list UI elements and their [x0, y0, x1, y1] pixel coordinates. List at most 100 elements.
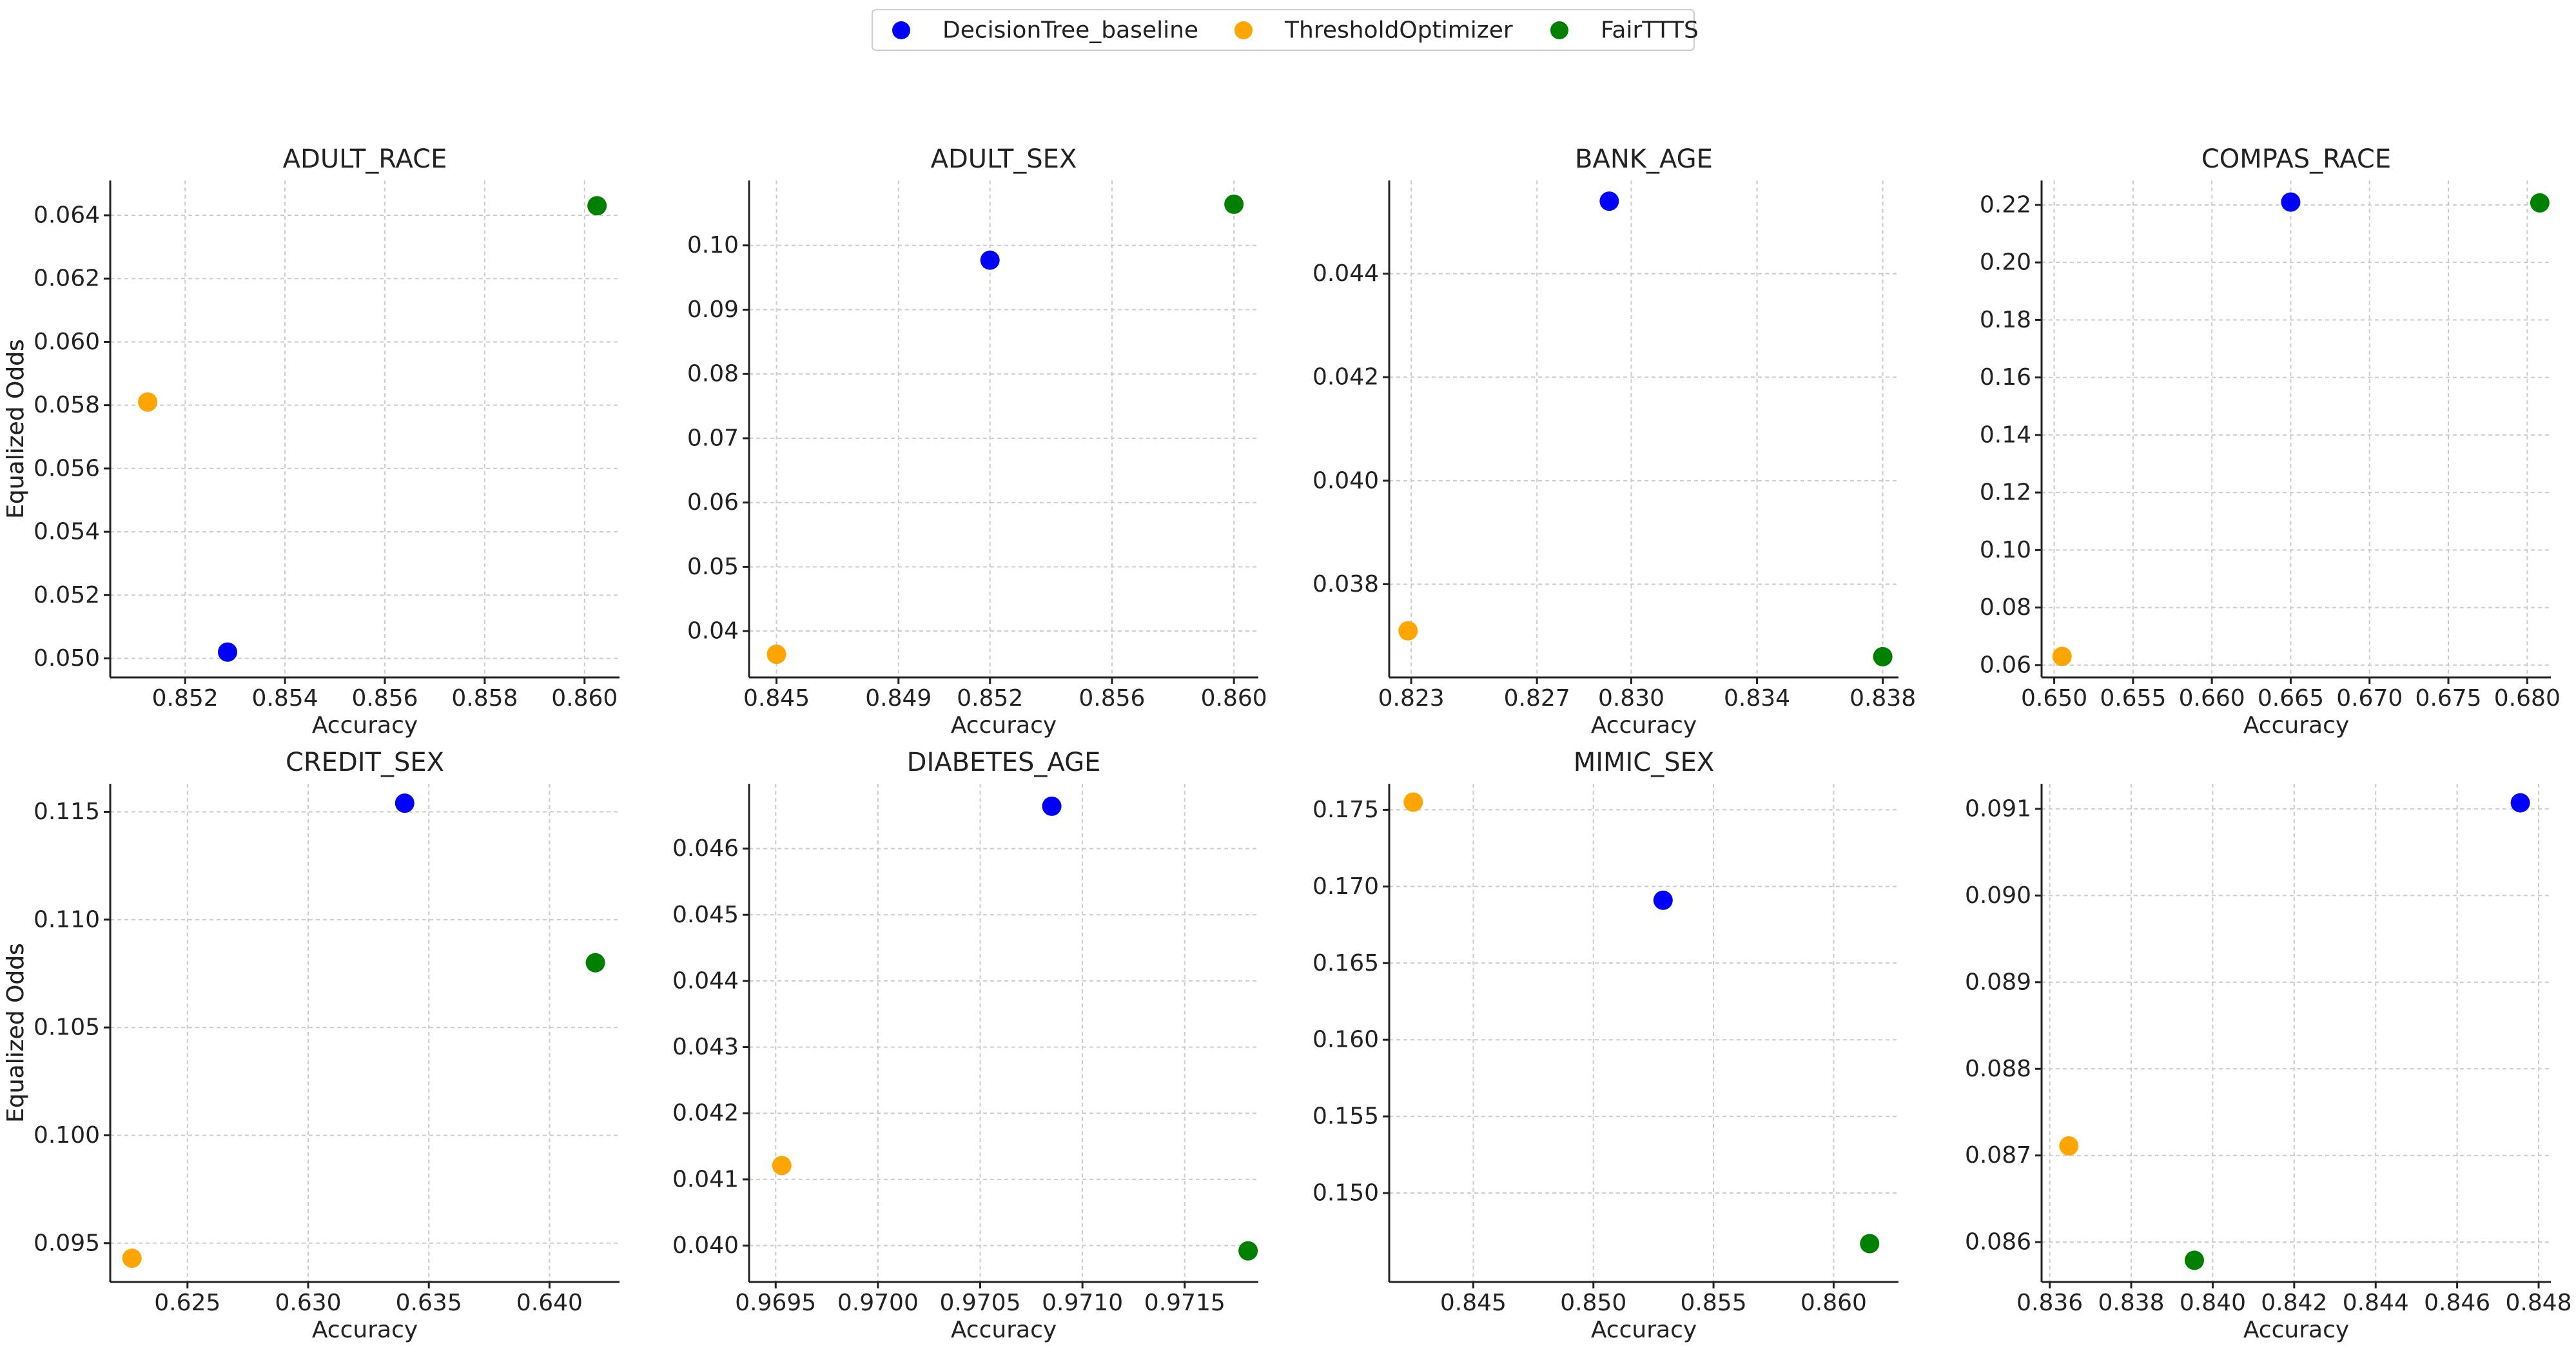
y-tick-label: 0.090	[1965, 882, 2031, 909]
x-tick-label: 0.858	[451, 685, 518, 712]
panel-title: ADULT_RACE	[283, 144, 447, 174]
panel-title: COMPAS_RACE	[2201, 144, 2391, 174]
y-tick-label: 0.062	[34, 266, 100, 292]
y-tick-label: 0.056	[34, 455, 100, 481]
panel-6: 0.9695 0.9700 0.9705 0.9710 0.9715 0.040 0.041…	[3, 748, 1258, 1343]
x-tick-label: 0.840	[2180, 1290, 2246, 1316]
panel-2: 0.845 0.849 0.852 0.856 0.860 0.04 0.05 0.06 0.0…	[3, 144, 1267, 739]
x-tick-label: 0.838	[1849, 685, 1916, 712]
x-tick-label: 0.844	[2343, 1290, 2409, 1316]
y-tick-label: 0.22	[1980, 191, 2031, 218]
x-tick-label: 0.655	[2100, 685, 2166, 712]
y-tick-label: 0.089	[1965, 969, 2031, 995]
y-axis-label: Equalized Odds	[3, 339, 29, 519]
y-axis-label: Equalized Odds	[3, 943, 29, 1123]
legend-marker-fairttts	[1550, 21, 1568, 39]
x-tick-label: 0.860	[551, 685, 618, 712]
y-tick-label: 0.050	[34, 645, 100, 672]
y-tick-label: 0.060	[34, 329, 100, 355]
x-tick-label: 0.860	[1201, 685, 1267, 712]
y-tick-label: 0.086	[1965, 1229, 2031, 1256]
y-axis-label: Equalized Odds	[3, 339, 29, 519]
y-tick-label: 0.165	[1312, 950, 1379, 976]
x-tick-label: 0.9715	[1144, 1290, 1225, 1316]
y-tick-label: 0.18	[1980, 307, 2031, 333]
point-decisiontree-baseline	[2510, 793, 2530, 813]
x-axis-label: Accuracy	[312, 1317, 418, 1343]
y-tick-label: 0.042	[1312, 364, 1379, 391]
x-tick-label: 0.630	[275, 1290, 341, 1316]
point-thresholdoptimizer	[138, 392, 158, 412]
y-tick-label: 0.088	[1965, 1056, 2031, 1082]
y-tick-label: 0.09	[687, 296, 739, 323]
point-fairttts	[1873, 646, 1893, 666]
y-tick-label: 0.160	[1312, 1027, 1379, 1053]
panel-5: 0.625 0.630 0.635 0.640 0.095 0.100 0.105 0.110…	[3, 748, 620, 1343]
y-tick-label: 0.16	[1980, 364, 2031, 391]
x-tick-label: 0.830	[1598, 685, 1664, 712]
y-tick-label: 0.054	[34, 519, 100, 545]
y-tick-label: 0.14	[1980, 422, 2031, 448]
point-decisiontree-baseline	[395, 793, 415, 813]
y-tick-label: 0.044	[1312, 260, 1379, 287]
panel-title: CREDIT_SEX	[286, 748, 444, 777]
y-tick-label: 0.058	[34, 392, 100, 418]
legend-marker-decisiontree-baseline	[892, 21, 910, 39]
y-tick-label: 0.06	[1980, 652, 2031, 678]
y-tick-label: 0.043	[672, 1034, 739, 1060]
panel-4: 0.650 0.655 0.660 0.665 0.670 0.675 0.6800.060…	[3, 144, 2561, 739]
point-fairttts	[1238, 1241, 1258, 1261]
x-axis-label: Accuracy	[2243, 712, 2349, 739]
x-tick-label: 0.675	[2415, 685, 2481, 712]
y-tick-label: 0.040	[672, 1232, 739, 1259]
panels: 0.852 0.854 0.856 0.858 0.860 0.050 0.052 0.054…	[3, 144, 2572, 1343]
y-tick-label: 0.20	[1980, 249, 2031, 276]
x-tick-label: 0.650	[2021, 685, 2087, 712]
x-tick-label: 0.660	[2179, 685, 2245, 712]
y-tick-label: 0.10	[1980, 537, 2031, 563]
legend: DecisionTree_baseline ThresholdOptimizer F…	[872, 9, 1699, 51]
y-tick-label: 0.095	[34, 1230, 100, 1256]
x-tick-label: 0.836	[2016, 1290, 2083, 1316]
y-tick-label: 0.175	[1312, 797, 1379, 823]
y-tick-label: 0.046	[672, 835, 739, 862]
x-tick-label: 0.846	[2424, 1290, 2490, 1316]
legend-label-decisiontree-baseline: DecisionTree_baseline	[942, 17, 1198, 44]
x-tick-label: 0.842	[2261, 1290, 2327, 1316]
x-tick-label: 0.625	[154, 1290, 220, 1316]
x-tick-label: 0.855	[1681, 1290, 1747, 1316]
y-tick-label: 0.10	[687, 232, 739, 258]
y-tick-label: 0.170	[1312, 873, 1379, 900]
legend-frame	[872, 9, 1695, 51]
y-tick-label: 0.08	[1980, 594, 2031, 621]
x-tick-label: 0.849	[865, 685, 932, 712]
x-axis-label: Accuracy	[951, 1317, 1057, 1343]
x-tick-label: 0.834	[1724, 685, 1790, 712]
y-tick-label: 0.05	[687, 554, 739, 580]
y-axis-label: Equalized Odds	[3, 339, 29, 519]
panel-title: MIMIC_SEX	[1574, 748, 1715, 777]
x-axis-label: Accuracy	[312, 712, 418, 739]
x-tick-label: 0.852	[152, 685, 219, 712]
x-tick-label: 0.852	[957, 685, 1023, 712]
y-tick-label: 0.115	[34, 799, 100, 825]
x-axis-label: Accuracy	[2243, 1317, 2349, 1343]
point-fairttts	[587, 196, 607, 216]
x-tick-label: 0.850	[1560, 1290, 1626, 1316]
panel-7: 0.845 0.850 0.855 0.860 0.150 0.155 0.160 0.165…	[3, 748, 1898, 1343]
point-thresholdoptimizer	[1403, 792, 1423, 812]
y-tick-label: 0.044	[672, 967, 739, 994]
y-tick-label: 0.087	[1965, 1142, 2031, 1169]
y-tick-label: 0.038	[1312, 571, 1379, 597]
panel-1: 0.852 0.854 0.856 0.858 0.860 0.050 0.052 0.054…	[3, 144, 620, 739]
y-tick-label: 0.091	[1965, 795, 2031, 822]
x-tick-label: 0.9695	[735, 1290, 816, 1316]
x-axis-label: Accuracy	[1591, 1317, 1697, 1343]
point-decisiontree-baseline	[2281, 192, 2301, 212]
y-tick-label: 0.041	[672, 1166, 739, 1192]
x-tick-label: 0.823	[1378, 685, 1445, 712]
point-fairttts	[1860, 1234, 1880, 1254]
point-thresholdoptimizer	[766, 645, 786, 665]
y-axis-label: Equalized Odds	[3, 339, 29, 519]
